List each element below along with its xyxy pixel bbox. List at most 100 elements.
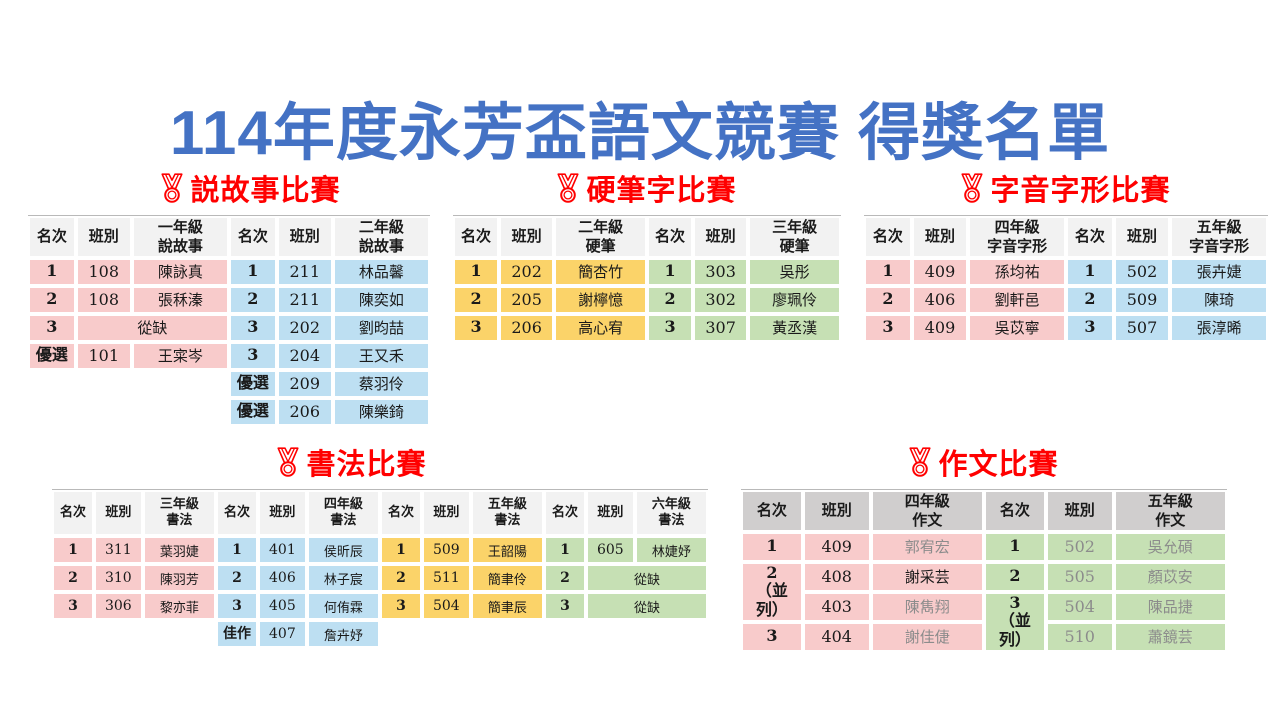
rank-header: 名次 [229,216,277,258]
section-heading: 説故事比賽 [50,170,452,207]
medal-icon [161,173,184,203]
class-cell: 511 [422,564,471,592]
rank-cell: 3 [544,592,587,620]
name-cell: 從缺 [586,592,708,620]
rank-cell: 1 [741,531,803,562]
name-cell: 侯昕辰 [306,536,380,564]
class-header: 班別 [94,490,143,536]
name-cell: 葉羽婕 [142,536,216,564]
rank-header: 名次 [984,490,1046,532]
rank-header: 名次 [216,490,259,536]
awards-table: 名次 班別 四年級 書法 1 401 侯昕辰 2 406 林子宸 3 405 何侑霖 佳作 407 詹卉妤 [216,489,380,648]
class-header: 班別 [586,490,635,536]
rank-cell: 2 [28,285,76,314]
class-cell: 403 [802,591,871,622]
name-cell: 王寀岑 [131,341,229,370]
name-cell: 陳羽芳 [142,564,216,592]
name-cell: 黎亦菲 [142,592,216,620]
section-title: 字音字形比賽 [990,175,1171,207]
class-header: 班別 [911,216,969,258]
class-cell: 205 [499,285,555,314]
class-cell: 206 [499,313,555,342]
name-cell: 簡杏竹 [554,257,647,286]
rank-cell: 2 [453,285,500,314]
class-cell: 409 [802,531,871,562]
name-cell: 黃丞漢 [748,313,841,342]
name-cell: 詹卉妤 [306,620,380,648]
rank-cell: 2 （並列） [741,561,803,622]
section-title: 硬筆字比賽 [586,175,737,207]
name-cell: 張淳晞 [1170,313,1268,342]
name-cell: 孫均祐 [968,257,1066,286]
class-cell: 502 [1045,531,1114,562]
rank-header: 名次 [453,216,500,258]
name-cell: 謝佳倢 [870,621,984,652]
rank-header: 名次 [28,216,76,258]
class-cell: 206 [276,397,333,426]
class-cell: 310 [94,564,143,592]
rank-cell: 1 [229,257,277,286]
class-cell: 408 [802,561,871,592]
name-cell: 簡聿伶 [470,564,544,592]
rank-cell: 3 [647,313,694,342]
section-heading: 作文比賽 [741,444,1227,481]
name-cell: 王又禾 [332,341,430,370]
essay-tables: 名次 班別 四年級 作文 1 409 郭宥宏 2 （並列） 408 謝采芸 403 陳雋翔 3 404 謝… [741,489,1227,652]
class-header: 班別 [276,216,333,258]
section-title: 作文比賽 [938,449,1059,481]
medal-icon [557,173,580,203]
grade-header: 四年級 作文 [870,490,984,532]
awards-table: 名次 班別 四年級 字音字形 1 409 孫均祐 2 406 劉軒邑 3 409 吳苡寧 [864,215,1066,342]
rank-cell: 2 [52,564,95,592]
rank-cell: 3 [741,621,803,652]
rank-cell: 1 [28,257,76,286]
class-cell: 409 [911,257,969,286]
rank-header: 名次 [864,216,912,258]
rank-cell: 2 [229,285,277,314]
class-cell: 307 [693,313,749,342]
class-cell: 509 [422,536,471,564]
name-cell: 蕭鏡芸 [1113,621,1227,652]
class-cell: 108 [75,257,132,286]
medal-icon [961,173,984,203]
rank-header: 名次 [1066,216,1114,258]
class-cell: 502 [1113,257,1171,286]
section-heading: 硬筆字比賽 [453,170,841,207]
class-cell: 405 [258,592,307,620]
rank-cell: 優選 [229,369,277,398]
phonetics-tables: 名次 班別 四年級 字音字形 1 409 孫均祐 2 406 劉軒邑 3 409 吳苡寧 名次 班別 五年級… [864,215,1268,342]
medal-icon [277,447,300,477]
name-cell: 高心宥 [554,313,647,342]
rank-cell: 1 [544,536,587,564]
name-cell: 顏苡安 [1113,561,1227,592]
grade-header: 五年級 字音字形 [1170,216,1268,258]
name-cell: 張卉婕 [1170,257,1268,286]
rank-header: 名次 [741,490,803,532]
class-cell: 204 [276,341,333,370]
section-heading: 書法比賽 [24,444,680,481]
class-cell: 306 [94,592,143,620]
name-cell: 陳奕如 [332,285,430,314]
rank-cell: 2 [864,285,912,314]
rank-cell: 3 （並列） [984,591,1046,652]
rank-header: 名次 [380,490,423,536]
section-penmanship: 硬筆字比賽 名次 班別 二年級 硬筆 1 202 簡杏竹 2 205 謝檸憶 3 206 高心宥 名次班… [453,170,841,342]
calligraphy-tables: 名次 班別 三年級 書法 1 311 葉羽婕 2 310 陳羽芳 3 306 黎亦菲 名次 班別 四年級 書… [52,489,708,648]
class-header: 班別 [693,216,749,258]
grade-header: 四年級 字音字形 [968,216,1066,258]
name-cell: 陳雋翔 [870,591,984,622]
medal-icon [909,447,932,477]
rank-cell: 1 [647,257,694,286]
rank-cell: 3 [52,592,95,620]
class-cell: 311 [94,536,143,564]
rank-header: 名次 [544,490,587,536]
class-cell: 202 [276,313,333,342]
class-header: 班別 [422,490,471,536]
penmanship-tables: 名次 班別 二年級 硬筆 1 202 簡杏竹 2 205 謝檸憶 3 206 高心宥 名次 班別 三年級 硬… [453,215,841,342]
awards-table: 名次 班別 三年級 書法 1 311 葉羽婕 2 310 陳羽芳 3 306 黎亦菲 [52,489,216,620]
class-header: 班別 [1045,490,1114,532]
rank-cell: 3 [28,313,76,342]
class-header: 班別 [258,490,307,536]
class-cell: 505 [1045,561,1114,592]
name-cell: 陳琦 [1170,285,1268,314]
